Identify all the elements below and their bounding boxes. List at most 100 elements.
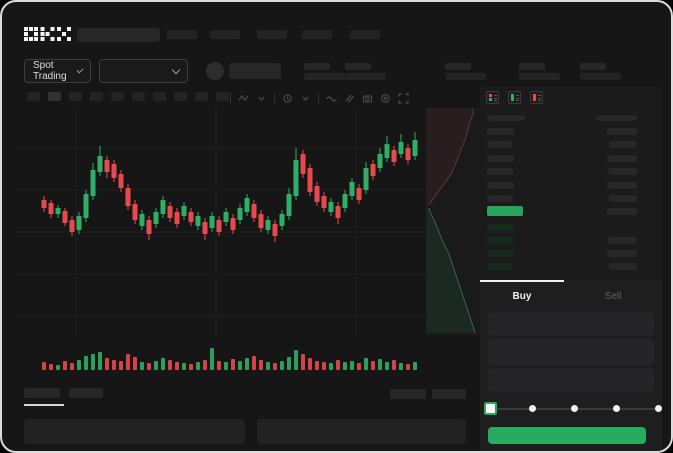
bottom-filter-block-1[interactable] bbox=[390, 389, 426, 399]
settings-circle-icon[interactable] bbox=[380, 93, 391, 104]
depth-chart[interactable] bbox=[426, 108, 481, 335]
book-bids-icon[interactable] bbox=[508, 91, 521, 104]
ask-row-amount bbox=[608, 168, 637, 176]
nav-item-placeholder[interactable] bbox=[167, 30, 197, 39]
book-split-icon[interactable] bbox=[486, 91, 499, 104]
stat-label-placeholder bbox=[345, 73, 386, 80]
timeframe-button[interactable] bbox=[48, 92, 61, 101]
interval-clock-icon[interactable] bbox=[282, 93, 293, 104]
trade-panel: Buy Sell bbox=[480, 280, 662, 451]
amount-field[interactable] bbox=[488, 339, 654, 365]
orderbook-col-header-amount bbox=[596, 115, 637, 121]
pair-selector-dropdown[interactable] bbox=[99, 59, 188, 83]
amount-slider[interactable] bbox=[484, 402, 662, 415]
stat-value-placeholder bbox=[345, 63, 371, 70]
tab-sell[interactable]: Sell bbox=[604, 291, 622, 302]
ask-row-price[interactable] bbox=[487, 154, 514, 162]
bid-row-amount bbox=[608, 237, 637, 244]
nav-item-placeholder[interactable] bbox=[210, 30, 240, 39]
camera-icon[interactable] bbox=[362, 93, 373, 104]
ask-row-price[interactable] bbox=[487, 195, 513, 202]
ask-row-amount bbox=[607, 128, 637, 135]
chevron-down-icon bbox=[171, 65, 181, 74]
ask-row-amount bbox=[609, 195, 637, 202]
ask-row-price[interactable] bbox=[487, 181, 514, 189]
candlestick-chart[interactable] bbox=[16, 108, 426, 335]
volume-chart bbox=[16, 342, 426, 374]
orderbook-panel bbox=[480, 86, 662, 280]
slider-stop[interactable] bbox=[654, 405, 662, 412]
buy-submit-button[interactable] bbox=[488, 427, 646, 444]
timeframe-button[interactable] bbox=[216, 92, 229, 101]
slider-handle[interactable] bbox=[484, 402, 497, 415]
bottom-panel-left bbox=[24, 419, 245, 444]
slider-stop[interactable] bbox=[528, 405, 536, 412]
timeframe-button[interactable] bbox=[90, 92, 103, 101]
book-asks-icon[interactable] bbox=[530, 91, 543, 104]
stat-value-placeholder bbox=[445, 63, 471, 70]
ask-row-price[interactable] bbox=[487, 141, 512, 149]
bid-row-amount bbox=[609, 263, 637, 270]
orderbook-view-modes bbox=[486, 91, 543, 104]
ask-row-amount bbox=[609, 141, 637, 149]
stat-label-placeholder bbox=[445, 73, 486, 80]
bottom-panel-right bbox=[257, 419, 466, 444]
nav-item-placeholder[interactable] bbox=[257, 30, 287, 39]
timeframe-button[interactable] bbox=[111, 92, 124, 101]
chart-tool-icons bbox=[230, 91, 409, 105]
buy-tab-indicator bbox=[480, 280, 564, 282]
market-type-label: Spot Trading bbox=[33, 60, 67, 82]
last-price-bar bbox=[487, 206, 523, 216]
toolbar-divider bbox=[274, 92, 275, 104]
total-field[interactable] bbox=[488, 368, 654, 392]
candle-type-icon[interactable] bbox=[238, 93, 249, 104]
stat-value-placeholder bbox=[580, 63, 606, 70]
bid-row-price[interactable] bbox=[487, 263, 513, 270]
pair-name-placeholder bbox=[229, 63, 281, 79]
bottom-filter-block-2[interactable] bbox=[432, 389, 466, 399]
timeframe-button[interactable] bbox=[132, 92, 145, 101]
ask-row-amount bbox=[607, 154, 637, 162]
bottom-tab-history[interactable] bbox=[69, 388, 103, 398]
stat-label-placeholder bbox=[519, 73, 560, 80]
ask-row-price[interactable] bbox=[487, 168, 513, 176]
chevron-down-icon[interactable] bbox=[300, 93, 311, 104]
ask-row-amount bbox=[607, 208, 637, 216]
timeframe-button[interactable] bbox=[69, 92, 82, 101]
global-search-input[interactable] bbox=[77, 28, 160, 42]
toolbar-divider bbox=[230, 92, 231, 104]
ask-row-amount bbox=[607, 181, 637, 189]
toolbar-divider bbox=[318, 92, 319, 104]
timeframe-button[interactable] bbox=[195, 92, 208, 101]
coin-avatar bbox=[206, 62, 224, 80]
chevron-down-icon[interactable] bbox=[256, 93, 267, 104]
market-type-dropdown[interactable]: Spot Trading bbox=[24, 59, 91, 83]
orderbook-col-header-price bbox=[487, 115, 525, 121]
slider-stop[interactable] bbox=[570, 405, 578, 412]
slider-stop[interactable] bbox=[612, 405, 620, 412]
nav-item-placeholder[interactable] bbox=[302, 30, 332, 39]
price-field[interactable] bbox=[488, 312, 654, 336]
ask-row-price[interactable] bbox=[487, 128, 514, 135]
bottom-tab-orders[interactable] bbox=[24, 388, 60, 398]
timeframe-button[interactable] bbox=[153, 92, 166, 101]
bid-row-price[interactable] bbox=[487, 250, 514, 257]
timeframe-button[interactable] bbox=[174, 92, 187, 101]
bid-row-price[interactable] bbox=[487, 237, 513, 244]
indicator-wave-icon[interactable] bbox=[326, 93, 337, 104]
stat-label-placeholder bbox=[580, 73, 621, 80]
compare-layers-icon[interactable] bbox=[344, 93, 355, 104]
stat-label-placeholder bbox=[304, 73, 345, 80]
tab-buy[interactable]: Buy bbox=[512, 291, 532, 302]
chevron-down-icon bbox=[76, 65, 84, 74]
bid-row-amount bbox=[607, 250, 637, 257]
stat-value-placeholder bbox=[304, 63, 330, 70]
okx-logo bbox=[24, 27, 71, 41]
timeframe-button[interactable] bbox=[27, 92, 40, 101]
nav-item-placeholder[interactable] bbox=[350, 30, 380, 39]
fullscreen-icon[interactable] bbox=[398, 92, 409, 104]
stat-value-placeholder bbox=[519, 63, 545, 70]
bid-row-price[interactable] bbox=[487, 224, 514, 231]
